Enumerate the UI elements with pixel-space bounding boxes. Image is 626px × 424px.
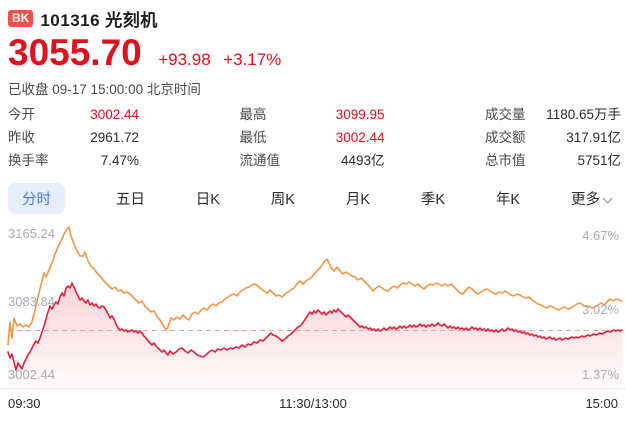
stat-row: 昨收 2961.72 (8, 126, 139, 149)
stat-label: 成交量 (485, 107, 526, 122)
time-axis: 09:30 11:30/13:00 15:00 (8, 396, 618, 411)
sector-badge: BK (8, 9, 34, 27)
stat-row: 今开 3002.44 (8, 103, 139, 126)
stat-value: 7.47% (100, 153, 139, 168)
stat-value: 3002.44 (335, 130, 385, 145)
tab-more[interactable]: 更多 (570, 188, 613, 209)
chevron-down-icon (602, 193, 613, 203)
stat-label: 最低 (239, 130, 267, 145)
stat-row: 最高 3099.95 (240, 103, 385, 126)
y-axis-label-low: 3002.44 (8, 367, 55, 382)
stat-label: 今开 (8, 107, 35, 122)
stat-row: 最低 3002.44 (240, 126, 385, 149)
tab-label: 日K (195, 191, 220, 208)
time-tick-open: 09:30 (8, 396, 41, 411)
tab-five-day[interactable]: 五日 (116, 188, 145, 209)
stat-row: 流通值 4493亿 (240, 149, 385, 172)
price-change: +93.98 (158, 50, 211, 69)
tab-minute[interactable]: 分时 (8, 182, 65, 214)
stat-label: 最高 (239, 107, 267, 122)
intraday-chart[interactable]: 3165.24 3083.84 3002.44 4.67% 3.02% 1.37… (0, 220, 626, 390)
stat-row: 成交额 317.91亿 (485, 126, 621, 149)
stats-column: 今开 3002.44 昨收 2961.72 换手率 7.47% (8, 103, 139, 172)
header: BK 101316 光刻机 3055.70 +93.98 +3.17% 已收盘 … (8, 7, 618, 98)
stat-value: 317.91亿 (566, 130, 621, 145)
stats-grid: 今开 3002.44 昨收 2961.72 换手率 7.47% 最高 3099.95 最低 300… (0, 103, 626, 172)
stat-value: 3099.95 (335, 107, 385, 122)
tab-label: 季K (420, 191, 446, 208)
y-axis-label-mid: 3083.84 (8, 294, 55, 309)
stat-row: 总市值 5751亿 (485, 149, 621, 172)
price-row: 3055.70 +93.98 +3.17% (8, 32, 618, 74)
stat-value: 2961.72 (90, 130, 139, 145)
price-line-fill (8, 283, 622, 388)
tab-yearly-k[interactable]: 年K (496, 188, 520, 209)
chart-period-tabs: 分时 五日 日K 周K 月K 季K 年K 更多 (0, 182, 626, 214)
pct-axis-label-high: 4.67% (582, 228, 619, 243)
stat-label: 换手率 (8, 153, 49, 168)
tab-label: 更多 (570, 191, 600, 208)
tab-monthly-k[interactable]: 月K (346, 188, 370, 209)
market-status: 已收盘 09-17 15:00:00 北京时间 (8, 82, 201, 97)
intraday-chart-svg (0, 226, 626, 389)
y-axis-label-high: 3165.24 (8, 226, 55, 241)
stat-value: 3002.44 (90, 107, 139, 122)
pct-axis-label-low: 1.37% (582, 367, 619, 382)
time-tick-midday: 11:30/13:00 (279, 396, 347, 411)
tab-quarterly-k[interactable]: 季K (421, 188, 445, 209)
stat-row: 换手率 7.47% (8, 149, 139, 172)
stat-label: 总市值 (485, 153, 526, 168)
tab-label: 年K (495, 191, 521, 208)
tab-label: 五日 (115, 191, 145, 208)
stats-column: 最高 3099.95 最低 3002.44 流通值 4493亿 (240, 103, 385, 172)
stat-value: 4493亿 (340, 153, 385, 168)
stat-label: 流通值 (239, 153, 281, 168)
stat-row: 成交量 1180.65万手 (485, 103, 621, 126)
tab-daily-k[interactable]: 日K (196, 188, 220, 209)
tab-label: 月K (345, 191, 371, 208)
tab-label: 周K (270, 191, 295, 208)
stats-column: 成交量 1180.65万手成交额 317.91亿总市值 5751亿 (485, 103, 621, 172)
stat-value: 1180.65万手 (546, 107, 621, 122)
pct-axis-label-mid: 3.02% (582, 302, 619, 317)
current-price: 3055.70 (8, 32, 142, 73)
price-change-percent: +3.17% (223, 50, 282, 69)
stat-value: 5751亿 (577, 153, 621, 168)
avg-line (7, 226, 623, 346)
page-title: 101316 光刻机 (40, 10, 158, 30)
tab-weekly-k[interactable]: 周K (271, 188, 295, 209)
title-row: BK 101316 光刻机 (8, 7, 618, 30)
stat-label: 成交额 (485, 130, 526, 145)
price-line (7, 282, 623, 371)
time-tick-close: 15:00 (585, 396, 618, 411)
stat-label: 昨收 (8, 130, 35, 145)
tab-label: 分时 (22, 191, 51, 208)
